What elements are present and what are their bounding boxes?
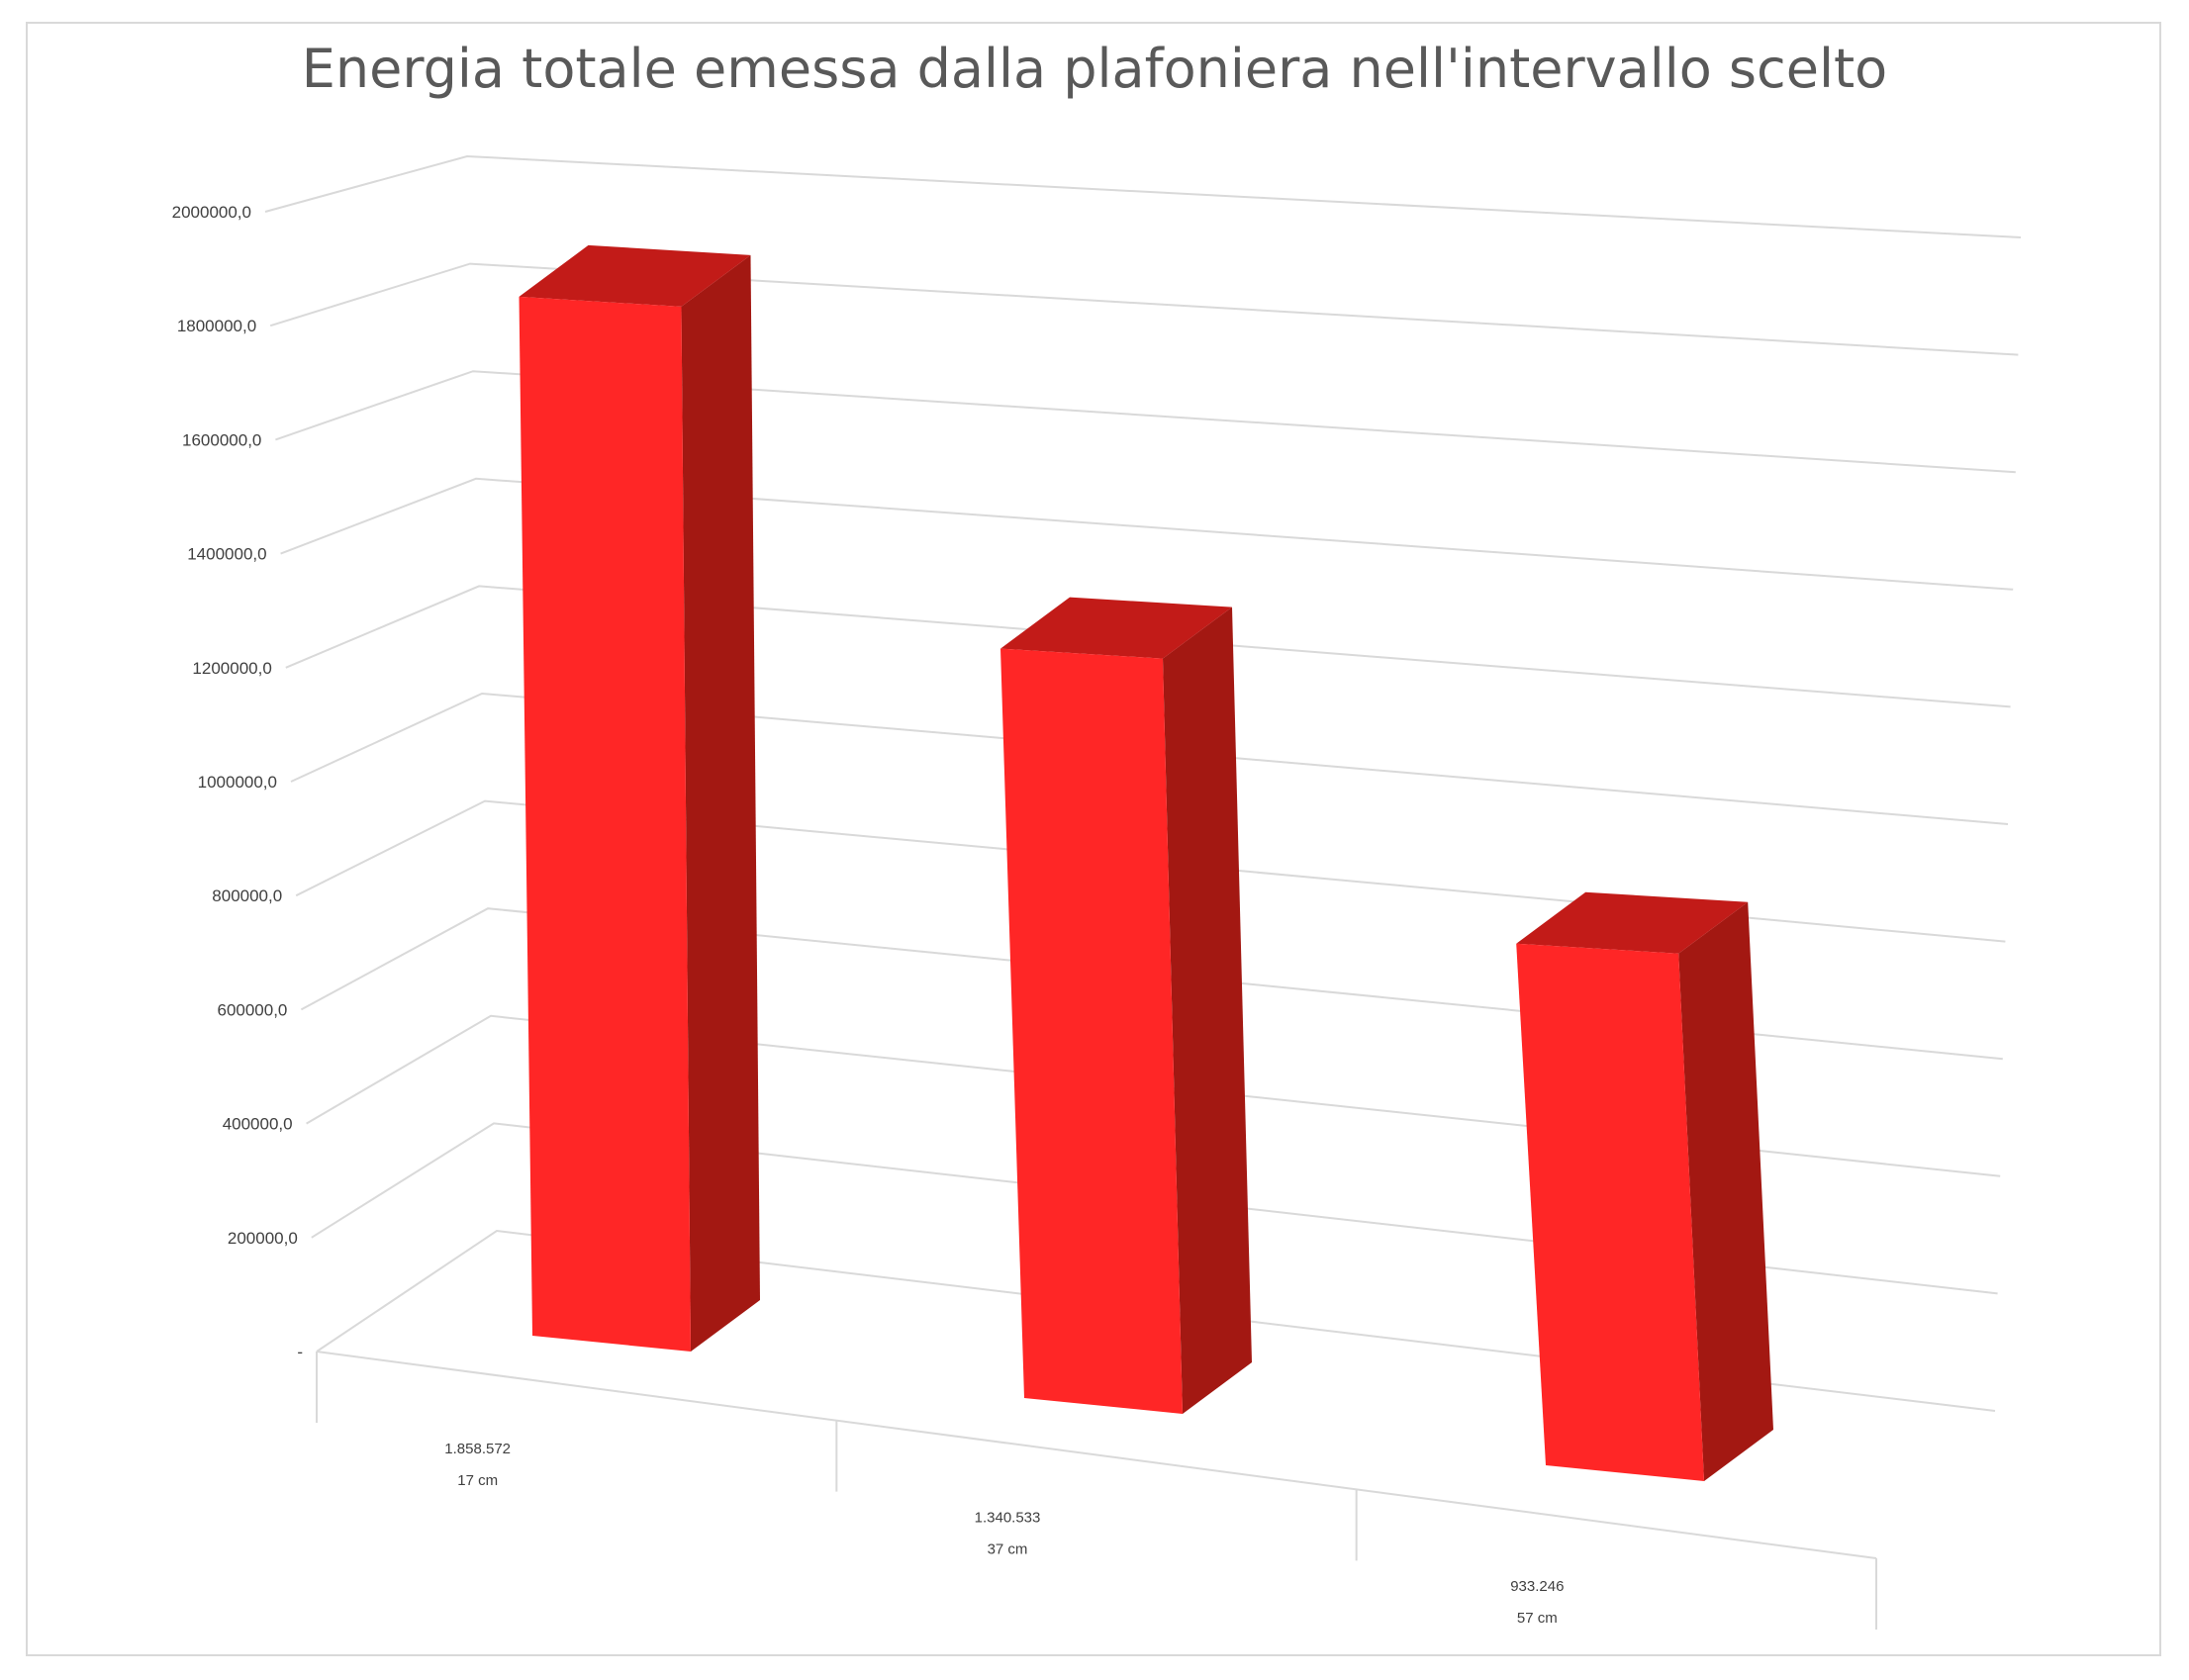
y-tick-label: - (297, 1343, 303, 1361)
gridline (280, 477, 2014, 591)
bar (1000, 648, 1183, 1414)
y-tick-label: 800000,0 (212, 887, 282, 905)
y-tick-label: 1400000,0 (187, 545, 266, 564)
gridline (295, 799, 2006, 943)
y-tick-label: 1200000,0 (192, 659, 271, 678)
y-tick-label: 1000000,0 (198, 773, 277, 792)
chart-title: Energia totale emessa dalla plafoniera n… (301, 38, 1888, 100)
y-tick-label: 1600000,0 (182, 430, 261, 449)
gridline (306, 1014, 2001, 1177)
gridline (269, 262, 2019, 356)
category-value-label: 1.858.572 (444, 1441, 511, 1457)
bar-top (1000, 597, 1232, 659)
category-label: 37 cm (988, 1541, 1028, 1558)
gridline (285, 585, 2011, 708)
gridline (311, 1122, 1998, 1295)
bar-side (1163, 607, 1252, 1414)
bar-top (1516, 891, 1749, 954)
category-value-label: 1.340.533 (975, 1510, 1041, 1527)
gridline (316, 1229, 1996, 1412)
bar (519, 296, 691, 1352)
category-label: 17 cm (457, 1472, 498, 1489)
y-tick-label: 1800000,0 (177, 317, 256, 335)
x-axis-line (316, 1351, 1877, 1559)
y-tick-label: 2000000,0 (172, 203, 251, 222)
gridline (290, 692, 2009, 825)
y-tick-label: 600000,0 (217, 1000, 287, 1019)
bar-top (519, 244, 751, 307)
category-value-label: 933.246 (1510, 1578, 1564, 1595)
y-tick-label: 400000,0 (223, 1115, 293, 1134)
gridline (300, 907, 2003, 1061)
category-label: 57 cm (1517, 1610, 1558, 1627)
bar-side (681, 254, 760, 1352)
gridline (264, 154, 2022, 238)
y-tick-label: 200000,0 (228, 1229, 298, 1248)
gridline (275, 370, 2016, 474)
bar (1516, 943, 1704, 1481)
bar-side (1678, 901, 1773, 1481)
